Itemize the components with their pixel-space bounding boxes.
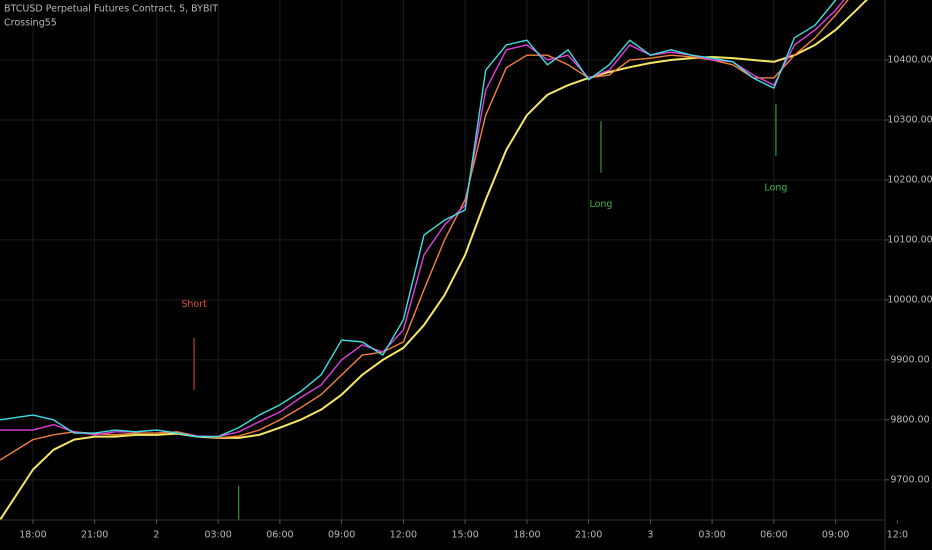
x-tick-label: 21:00 — [81, 530, 108, 541]
x-tick-label: 21:00 — [575, 530, 602, 541]
chart-title: BTCUSD Perpetual Futures Contract, 5, BY… — [4, 4, 218, 15]
y-tick-label: 10000.00 — [887, 294, 932, 305]
signal-label: Long — [764, 182, 787, 193]
signal-label: Long — [589, 199, 612, 210]
y-tick-label: 9800.00 — [890, 414, 929, 425]
x-tick-label: 03:00 — [204, 530, 231, 541]
moving-average-line — [0, 0, 849, 461]
x-tick-label: 12:00 — [390, 530, 417, 541]
y-tick-label: 9700.00 — [890, 474, 929, 485]
plot-area — [0, 0, 868, 520]
x-tick-label: 12:0 — [887, 530, 908, 541]
x-tick-label: 18:00 — [513, 530, 540, 541]
y-tick-label: 9900.00 — [890, 354, 929, 365]
x-tick-label: 06:00 — [760, 530, 787, 541]
x-tick-label: 09:00 — [822, 530, 849, 541]
indicator-name: Crossing55 — [4, 18, 57, 29]
y-tick-label: 10400.00 — [887, 54, 932, 65]
moving-average-line — [0, 0, 837, 438]
x-tick-label: 18:00 — [19, 530, 46, 541]
x-tick-label: 2 — [153, 530, 159, 541]
x-tick-label: 15:00 — [451, 530, 478, 541]
x-tick-label: 3 — [647, 530, 653, 541]
x-tick-label: 09:00 — [328, 530, 355, 541]
y-tick-label: 10100.00 — [887, 234, 932, 245]
y-tick-label: 10300.00 — [887, 114, 932, 125]
x-tick-label: 06:00 — [266, 530, 293, 541]
signal-label: Short — [181, 299, 207, 310]
moving-average-line — [0, 0, 868, 520]
x-tick-label: 03:00 — [698, 530, 725, 541]
grid — [0, 0, 885, 520]
y-tick-label: 10200.00 — [887, 174, 932, 185]
axes: 9700.00 9800.00 9900.00 10000.00 10100.00 102… — [19, 54, 932, 540]
